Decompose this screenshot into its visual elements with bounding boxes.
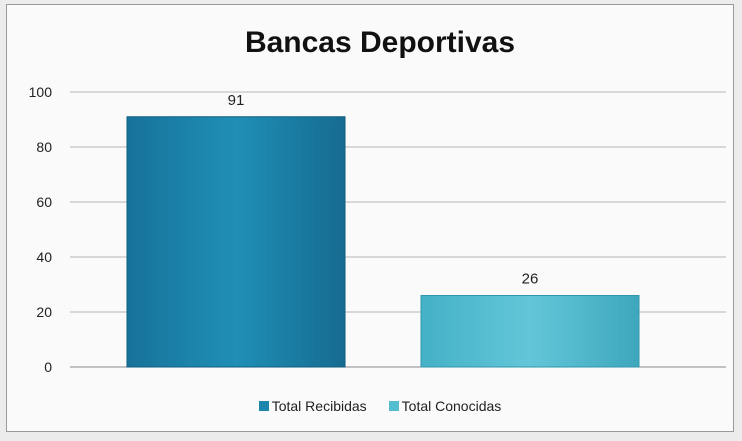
- y-tick-label: 0: [44, 359, 52, 375]
- legend: Total Recibidas Total Conocidas: [0, 398, 742, 414]
- legend-item-recibidas: Total Recibidas: [258, 398, 367, 414]
- chart-title: Bancas Deportivas: [244, 26, 516, 59]
- data-label: 26: [522, 271, 539, 288]
- y-tick-label: 40: [36, 249, 52, 265]
- y-tick-label: 80: [36, 139, 52, 155]
- y-tick-label: 20: [36, 304, 52, 320]
- legend-swatch-recibidas: [258, 401, 269, 411]
- y-tick-label: 60: [36, 194, 52, 210]
- bar-conocidas: [420, 295, 640, 368]
- legend-swatch-conocidas: [388, 401, 399, 411]
- data-label: 91: [228, 92, 245, 109]
- bar-recibidas: [126, 116, 346, 368]
- legend-label-conocidas: Total Conocidas: [401, 398, 502, 414]
- legend-item-conocidas: Total Conocidas: [388, 398, 502, 414]
- y-tick-label: 100: [29, 84, 53, 100]
- legend-label-recibidas: Total Recibidas: [271, 398, 367, 414]
